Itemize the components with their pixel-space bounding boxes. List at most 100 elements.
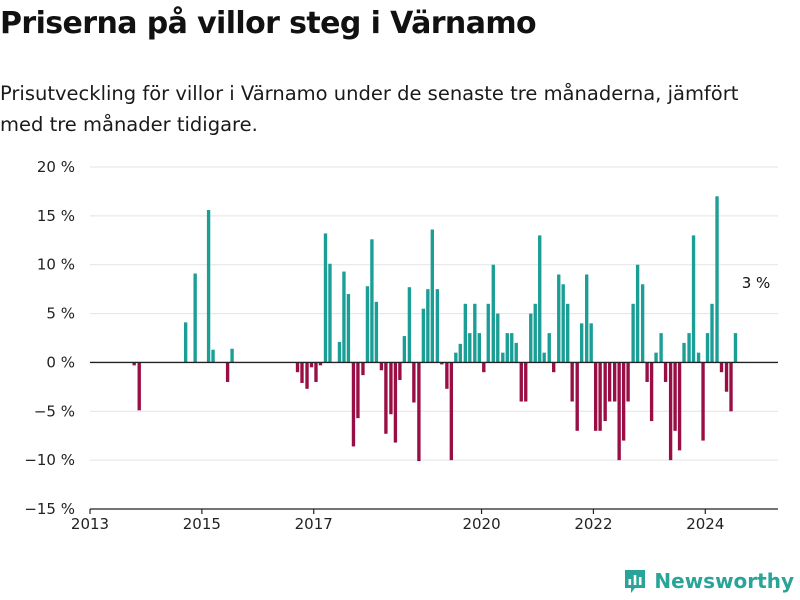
bar [705,333,710,363]
bar [463,303,468,363]
bar [356,362,360,419]
bar [346,294,351,363]
bar [412,362,416,403]
bar [719,362,724,373]
bar [640,284,645,363]
tick-labels: 20 % 15 % 10 % 5 % 0 % −5 % −10 % −15 %2013 2015… [24,158,770,530]
bar [570,362,574,402]
y-tick-label: 5 % [46,305,75,323]
brand-name: Newsworthy [654,569,794,593]
bar [314,362,318,382]
bar [454,352,458,363]
y-tick-label: 20 % [37,158,75,176]
bar [440,362,444,365]
bar [529,313,533,363]
bar [417,362,421,462]
x-tick-label: 2013 [71,515,109,530]
bar [696,352,701,363]
bar-chart: 20 % 15 % 10 % 5 % 0 % −5 % −10 % −15 %2013 2015… [24,158,778,530]
bar [137,362,141,411]
x-tick-label: 2015 [183,515,221,530]
bar [566,303,570,363]
bar [505,333,509,363]
bar [729,362,733,412]
bar [626,362,630,402]
bar [677,362,682,451]
bar [486,303,490,363]
bar [295,362,300,373]
y-tick-label: −10 % [24,451,75,469]
bar [621,362,626,441]
bar [384,362,388,434]
bar [328,263,332,363]
bar [421,308,426,363]
bar [468,333,472,363]
bar [635,264,640,363]
y-tick-label: −5 % [34,402,75,420]
bar [589,323,593,363]
axes [89,361,778,514]
bar [389,362,393,415]
y-tick-label: 10 % [37,256,75,274]
bar [132,362,136,366]
bar [379,362,384,371]
bar [552,362,556,373]
x-tick-label: 2024 [686,515,724,530]
bar [477,333,481,363]
bar [230,348,234,363]
bars [132,196,738,462]
bar [318,362,323,366]
bar [663,362,668,382]
bar [374,301,379,363]
bar [687,333,691,363]
bar [607,362,612,402]
x-tick-label: 2020 [462,515,500,530]
bar [575,362,579,431]
bar [659,333,663,363]
bar [398,362,402,381]
bar [519,362,523,402]
x-tick-label: 2022 [574,515,612,530]
bar [193,273,197,363]
y-tick-label: −15 % [24,500,75,518]
chart-subtitle: Prisutveckling för villor i Värnamo unde… [0,82,739,136]
bar [510,333,514,363]
bar [547,333,551,363]
bar [370,239,374,363]
bar [585,274,589,363]
bar [445,362,449,389]
bar [631,303,635,363]
newsworthy-logo: Newsworthy [623,566,794,596]
bar [612,362,617,402]
bar [337,341,342,363]
bar [533,303,537,363]
bar [593,362,598,431]
bar [407,287,412,363]
bar [351,362,356,447]
bar [473,303,477,363]
bar [538,235,542,363]
bar [183,322,188,363]
bar [691,235,696,363]
bar [393,362,398,443]
bar [458,343,462,363]
x-tick-label: 2017 [295,515,333,530]
bar [617,362,621,461]
bar [603,362,607,422]
bar [557,274,561,363]
bar [211,349,215,363]
bar [435,289,440,363]
bar-chart-bubble-icon [625,570,646,593]
chart-title: Priserna på villor steg i Värnamo [0,6,537,41]
bar [724,362,729,392]
bar [514,342,518,363]
bar [598,362,602,431]
latest-value-annotation: 3 % [742,274,771,292]
y-tick-label: 15 % [37,207,75,225]
bar [733,333,738,363]
bar [430,229,434,363]
bar [361,362,365,376]
y-tick-label: 0 % [46,353,75,371]
bar [524,362,528,402]
bar [542,352,546,363]
